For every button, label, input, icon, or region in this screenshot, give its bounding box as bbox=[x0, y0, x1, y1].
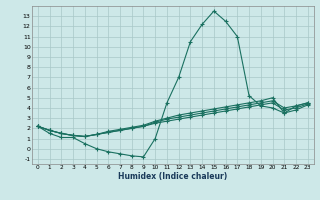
X-axis label: Humidex (Indice chaleur): Humidex (Indice chaleur) bbox=[118, 172, 228, 181]
